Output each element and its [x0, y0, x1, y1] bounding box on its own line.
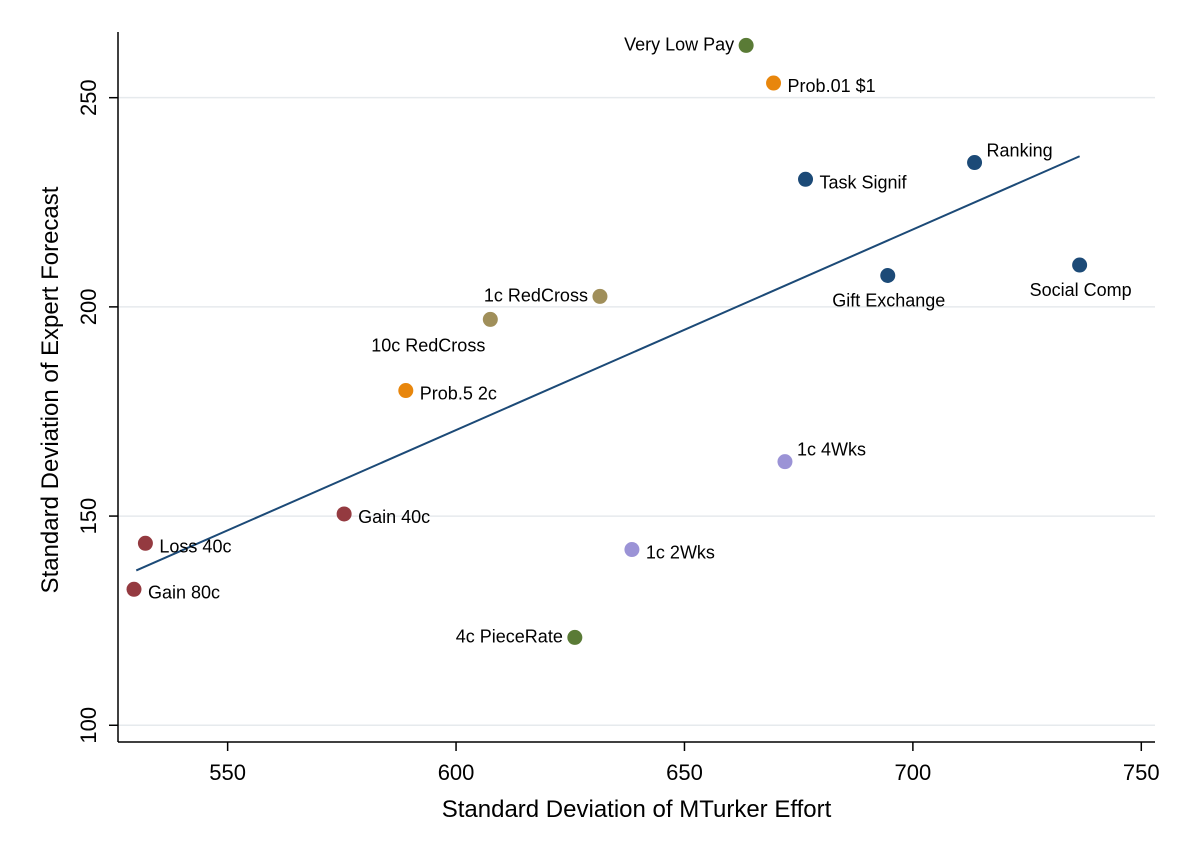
point-label: Prob.01 $1	[788, 76, 876, 96]
point-label: Very Low Pay	[624, 34, 734, 54]
y-tick-label: 250	[76, 79, 101, 116]
axes: 100 150 200 250 550 600 650 700 750	[76, 32, 1160, 785]
point-label: 1c RedCross	[484, 285, 588, 305]
x-axis-title: Standard Deviation of MTurker Effort	[442, 796, 832, 823]
data-point	[592, 288, 608, 304]
data-point	[398, 383, 414, 399]
x-tick-label: 750	[1123, 760, 1160, 785]
point-label: Gain 40c	[358, 507, 430, 527]
data-point	[880, 268, 896, 284]
data-point	[777, 454, 793, 470]
y-tick-label: 150	[76, 498, 101, 535]
point-label: 4c PieceRate	[456, 626, 563, 646]
point-label: Task Signif	[820, 172, 908, 192]
data-points	[126, 37, 1088, 645]
point-label: Social Comp	[1030, 280, 1132, 300]
fit-line	[135, 155, 1081, 572]
data-point	[126, 581, 142, 597]
point-label: 1c 4Wks	[797, 440, 866, 460]
gridlines	[118, 96, 1155, 727]
point-label: Loss 40c	[159, 536, 231, 556]
data-point	[336, 506, 352, 522]
point-label: 10c RedCross	[371, 335, 485, 355]
data-point	[1072, 257, 1088, 273]
x-tick-label: 550	[209, 760, 246, 785]
x-tick-label: 600	[438, 760, 475, 785]
y-axis-title: Standard Deviation of Expert Forecast	[37, 186, 64, 593]
point-label: Gain 80c	[148, 582, 220, 602]
data-point	[738, 37, 754, 53]
data-point	[798, 171, 814, 187]
data-point	[567, 629, 583, 645]
y-tick-label: 200	[76, 289, 101, 326]
point-label: 1c 2Wks	[646, 543, 715, 563]
data-point	[624, 542, 640, 558]
point-label: Ranking	[987, 141, 1053, 161]
data-point	[137, 535, 153, 551]
fit-line-layer	[135, 155, 1081, 572]
point-labels: Very Low Pay Prob.01 $1 Ranking Task Signif…	[148, 34, 1132, 646]
point-label: Prob.5 2c	[420, 384, 497, 404]
x-tick-label: 650	[666, 760, 703, 785]
data-point	[766, 75, 782, 91]
y-tick-label: 100	[76, 707, 101, 744]
data-point	[967, 155, 983, 171]
point-label: Gift Exchange	[832, 291, 945, 311]
data-point	[482, 311, 498, 327]
x-tick-label: 700	[895, 760, 932, 785]
